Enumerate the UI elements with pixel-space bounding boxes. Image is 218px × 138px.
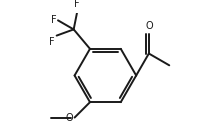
Text: F: F [75,0,80,10]
Text: O: O [145,21,153,31]
Text: F: F [49,36,55,47]
Text: F: F [51,15,56,25]
Text: O: O [65,113,73,123]
